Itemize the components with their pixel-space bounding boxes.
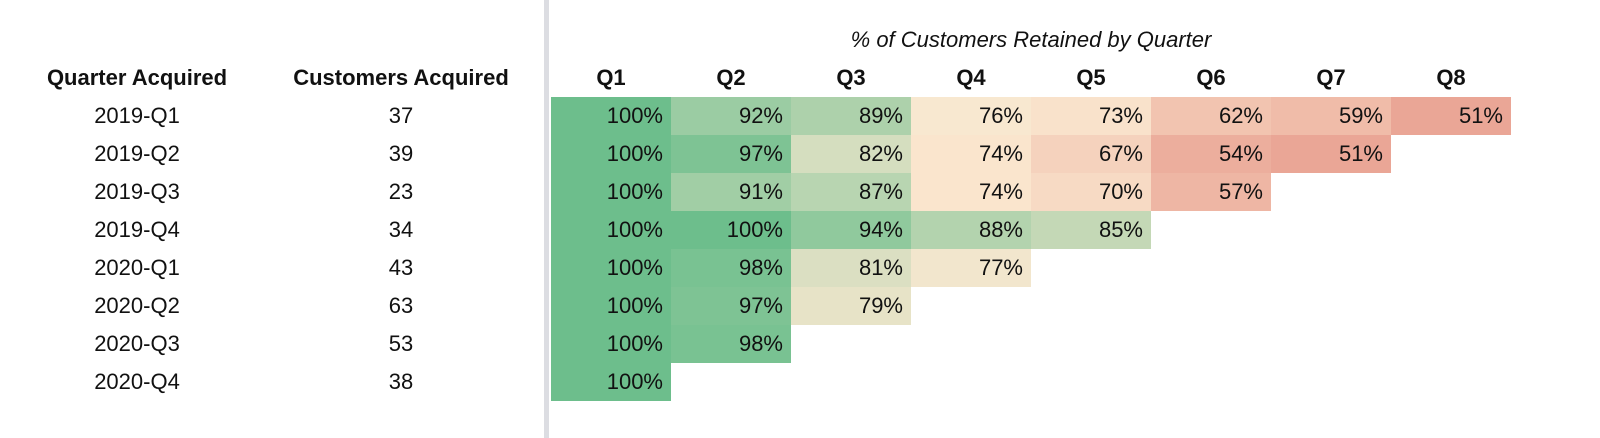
retention-cell: 94% — [791, 211, 911, 249]
column-header: Q4 — [956, 65, 986, 90]
column-header: Quarter Acquired — [46, 65, 228, 90]
retention-cell: 100% — [551, 287, 671, 325]
retention-cell: 97% — [671, 135, 791, 173]
retention-cell: 62% — [1151, 97, 1271, 135]
cohort-label: 2020-Q4 — [94, 369, 180, 394]
retention-cell: 98% — [671, 249, 791, 287]
retention-cell: 57% — [1151, 173, 1271, 211]
cohort-label: 2019-Q3 — [94, 179, 180, 204]
retention-cell: 100% — [551, 325, 671, 363]
retention-cell: 91% — [671, 173, 791, 211]
retention-cell: 76% — [911, 97, 1031, 135]
retention-cell: 67% — [1031, 135, 1151, 173]
retention-cell: 82% — [791, 135, 911, 173]
column-header: Q1 — [596, 65, 626, 90]
retention-cell: 97% — [671, 287, 791, 325]
column-header: Customers Acquired — [293, 65, 509, 90]
retention-cell: 81% — [791, 249, 911, 287]
retention-cell: 51% — [1271, 135, 1391, 173]
frozen-divider — [544, 0, 549, 438]
column-header: Q3 — [836, 65, 866, 90]
column-header: Q8 — [1436, 65, 1466, 90]
customer-count: 38 — [388, 369, 414, 394]
customer-count: 53 — [388, 331, 414, 356]
retention-cell: 85% — [1031, 211, 1151, 249]
retention-cell: 73% — [1031, 97, 1151, 135]
retention-cell: 100% — [671, 211, 791, 249]
retention-cell: 77% — [911, 249, 1031, 287]
cohort-label: 2019-Q2 — [94, 141, 180, 166]
retention-cell: 59% — [1271, 97, 1391, 135]
retention-cell: 54% — [1151, 135, 1271, 173]
cohort-label: 2020-Q2 — [94, 293, 180, 318]
customer-count: 43 — [388, 255, 414, 280]
customer-count: 34 — [388, 217, 414, 242]
customer-count: 39 — [388, 141, 414, 166]
retention-cell: 100% — [551, 363, 671, 401]
retention-cell: 70% — [1031, 173, 1151, 211]
column-header: Q6 — [1196, 65, 1226, 90]
retention-cell: 87% — [791, 173, 911, 211]
retention-title: % of Customers Retained by Quarter — [850, 27, 1212, 52]
retention-cell: 100% — [551, 249, 671, 287]
customer-count: 23 — [388, 179, 414, 204]
cohort-label: 2020-Q1 — [94, 255, 180, 280]
retention-cell: 98% — [671, 325, 791, 363]
column-header: Q5 — [1076, 65, 1106, 90]
column-header: Q2 — [716, 65, 746, 90]
retention-cell: 100% — [551, 135, 671, 173]
retention-cell: 92% — [671, 97, 791, 135]
retention-cell: 79% — [791, 287, 911, 325]
cohort-label: 2020-Q3 — [94, 331, 180, 356]
retention-cell: 51% — [1391, 97, 1511, 135]
customer-count: 63 — [388, 293, 414, 318]
retention-cell: 88% — [911, 211, 1031, 249]
retention-cell: 100% — [551, 97, 671, 135]
customer-count: 37 — [388, 103, 414, 128]
cohort-label: 2019-Q1 — [94, 103, 180, 128]
retention-cell: 89% — [791, 97, 911, 135]
cohort-label: 2019-Q4 — [94, 217, 180, 242]
retention-cell: 100% — [551, 173, 671, 211]
retention-cell: 74% — [911, 173, 1031, 211]
column-header: Q7 — [1316, 65, 1346, 90]
retention-cell: 100% — [551, 211, 671, 249]
retention-cell: 74% — [911, 135, 1031, 173]
